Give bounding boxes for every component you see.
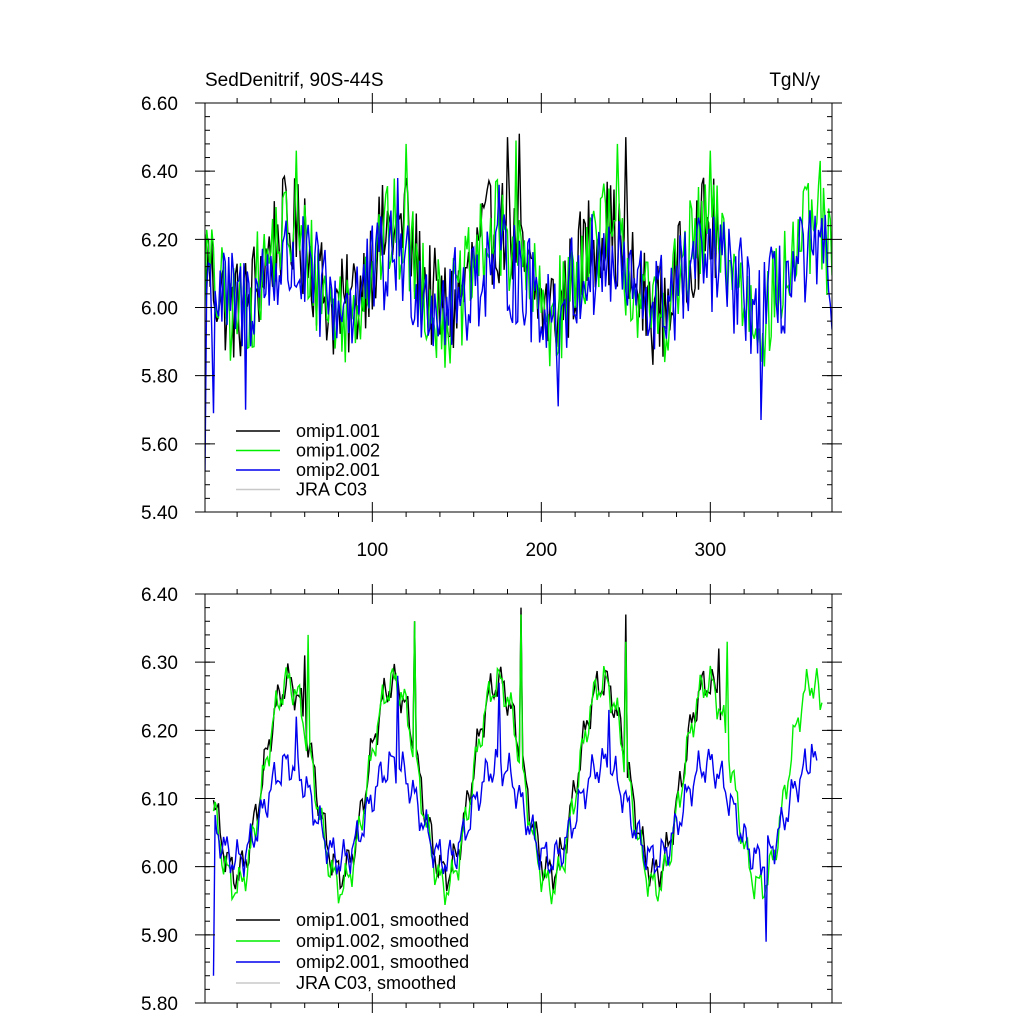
- chart-panel-2: 5.80 5.90 6.00 6.10 6.20 6.30 6.40 omip1.001, s…: [141, 584, 842, 1015]
- y-tick-label: 5.90: [141, 926, 178, 947]
- y-tick-label: 5.80: [141, 994, 178, 1015]
- y-tick-label: 6.30: [141, 653, 178, 674]
- y-tick-label: 6.40: [141, 585, 178, 606]
- series-line-omip1-002-smoothed: [212, 614, 823, 905]
- y-tick-label: 6.20: [141, 230, 178, 251]
- y-tick-label: 6.00: [141, 299, 178, 320]
- legend-label: omip1.001: [296, 421, 380, 441]
- legend-label: omip2.001, smoothed: [296, 952, 469, 972]
- y-tick-label: 5.80: [141, 367, 178, 388]
- series-line-omip2-001-smoothed: [212, 675, 818, 976]
- x-tick-label: 300: [694, 540, 726, 561]
- legend-label: omip1.002: [296, 441, 380, 461]
- y-tick-label: 6.20: [141, 721, 178, 742]
- x-tick-label: 100: [356, 540, 388, 561]
- legend-label: omip1.001, smoothed: [296, 910, 469, 930]
- units-label: TgN/y: [769, 70, 820, 91]
- chart-title: SedDenitrif, 90S-44S: [205, 70, 384, 91]
- y-tick-label: 6.60: [141, 94, 178, 115]
- chart-panel-1: 5.40 5.60 5.80 6.00 6.20 6.40 6.60 100 200 300 Sed…: [141, 70, 842, 561]
- y-tick-label: 6.10: [141, 790, 178, 811]
- y-tick-label: 6.40: [141, 162, 178, 183]
- y-tick-label: 5.60: [141, 435, 178, 456]
- legend-label: JRA C03: [296, 480, 367, 500]
- legend-label: omip1.002, smoothed: [296, 931, 469, 951]
- x-tick-label: 200: [525, 540, 557, 561]
- legend-label: omip2.001: [296, 460, 380, 480]
- legend-label: JRA C03, smoothed: [296, 973, 456, 993]
- series-line-omip1-001-smoothed: [212, 607, 722, 892]
- y-tick-label: 6.00: [141, 858, 178, 879]
- series-line-omip2-001: [205, 177, 832, 472]
- y-tick-label: 5.40: [141, 503, 178, 524]
